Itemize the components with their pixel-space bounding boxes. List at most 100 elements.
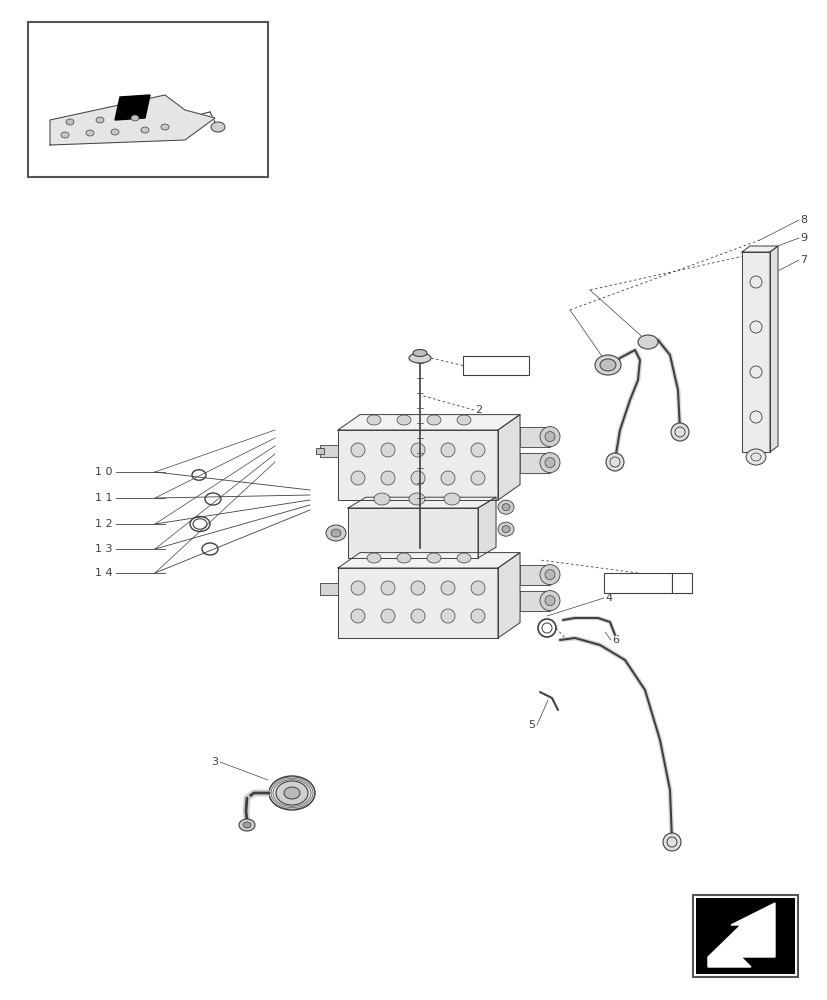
Ellipse shape <box>380 443 394 457</box>
Ellipse shape <box>239 819 255 831</box>
Text: 1 2: 1 2 <box>95 519 112 529</box>
Text: 2: 2 <box>475 405 481 415</box>
Ellipse shape <box>471 471 485 485</box>
Polygon shape <box>337 415 519 430</box>
Ellipse shape <box>66 119 74 125</box>
Ellipse shape <box>409 493 424 505</box>
Polygon shape <box>337 568 497 638</box>
Ellipse shape <box>457 553 471 563</box>
Text: 1 4: 1 4 <box>95 568 112 578</box>
Ellipse shape <box>441 443 455 457</box>
Text: 5: 5 <box>528 720 534 730</box>
Polygon shape <box>519 427 549 447</box>
Ellipse shape <box>427 415 441 425</box>
Ellipse shape <box>61 132 69 138</box>
Ellipse shape <box>380 609 394 623</box>
Ellipse shape <box>380 581 394 595</box>
Ellipse shape <box>160 124 169 130</box>
Ellipse shape <box>471 581 485 595</box>
Bar <box>603 573 672 593</box>
Polygon shape <box>519 453 549 473</box>
Ellipse shape <box>326 525 346 541</box>
Bar <box>692 895 797 977</box>
Ellipse shape <box>497 500 514 514</box>
Polygon shape <box>769 246 777 452</box>
Ellipse shape <box>544 570 554 580</box>
Polygon shape <box>337 430 497 500</box>
Ellipse shape <box>441 471 455 485</box>
Ellipse shape <box>409 353 431 363</box>
Ellipse shape <box>211 122 225 132</box>
Ellipse shape <box>544 458 554 468</box>
Ellipse shape <box>366 553 380 563</box>
Ellipse shape <box>605 453 624 471</box>
Ellipse shape <box>131 115 139 121</box>
Polygon shape <box>115 95 150 120</box>
Ellipse shape <box>662 833 680 851</box>
Bar <box>462 356 528 375</box>
Ellipse shape <box>351 609 365 623</box>
Bar <box>672 573 691 593</box>
Polygon shape <box>50 95 215 145</box>
Text: 1 3: 1 3 <box>95 544 112 554</box>
Ellipse shape <box>413 350 427 357</box>
Text: 1 0: 1 0 <box>95 467 112 477</box>
Polygon shape <box>741 252 769 452</box>
Text: PAG. 2: PAG. 2 <box>620 578 654 588</box>
Ellipse shape <box>441 609 455 623</box>
Ellipse shape <box>86 130 94 136</box>
Ellipse shape <box>600 359 615 371</box>
Ellipse shape <box>96 117 104 123</box>
Text: 7: 7 <box>799 255 806 265</box>
Polygon shape <box>347 508 477 558</box>
Ellipse shape <box>284 787 299 799</box>
Ellipse shape <box>396 553 410 563</box>
Polygon shape <box>519 591 549 611</box>
Ellipse shape <box>410 609 424 623</box>
Ellipse shape <box>269 776 314 810</box>
Polygon shape <box>497 553 519 638</box>
Bar <box>316 448 323 454</box>
Ellipse shape <box>410 471 424 485</box>
Polygon shape <box>707 903 774 967</box>
Ellipse shape <box>539 565 559 585</box>
Ellipse shape <box>471 443 485 457</box>
Text: 1.82.7: 1.82.7 <box>478 360 514 370</box>
Ellipse shape <box>501 526 509 533</box>
Ellipse shape <box>396 415 410 425</box>
Ellipse shape <box>351 443 365 457</box>
Text: 1: 1 <box>678 578 685 588</box>
Ellipse shape <box>427 553 441 563</box>
Polygon shape <box>477 497 495 558</box>
Ellipse shape <box>141 127 149 133</box>
Ellipse shape <box>351 471 365 485</box>
Ellipse shape <box>410 581 424 595</box>
Ellipse shape <box>331 529 341 537</box>
Ellipse shape <box>443 493 460 505</box>
Ellipse shape <box>242 822 251 828</box>
Bar <box>28 22 268 177</box>
Ellipse shape <box>275 781 308 805</box>
Ellipse shape <box>441 581 455 595</box>
Ellipse shape <box>366 415 380 425</box>
Ellipse shape <box>471 609 485 623</box>
Text: 6: 6 <box>611 635 619 645</box>
Ellipse shape <box>544 432 554 442</box>
Ellipse shape <box>539 591 559 611</box>
Text: 9: 9 <box>799 233 806 243</box>
Text: 1 1: 1 1 <box>95 493 112 503</box>
Ellipse shape <box>380 471 394 485</box>
Polygon shape <box>741 246 777 252</box>
Text: 4: 4 <box>605 593 611 603</box>
Ellipse shape <box>497 522 514 536</box>
Polygon shape <box>519 565 549 585</box>
Bar <box>696 898 794 974</box>
Ellipse shape <box>595 355 620 375</box>
Ellipse shape <box>745 449 765 465</box>
Ellipse shape <box>374 493 390 505</box>
Ellipse shape <box>670 423 688 441</box>
Ellipse shape <box>111 129 119 135</box>
Text: 3: 3 <box>211 757 218 767</box>
Ellipse shape <box>539 427 559 447</box>
Ellipse shape <box>539 453 559 473</box>
